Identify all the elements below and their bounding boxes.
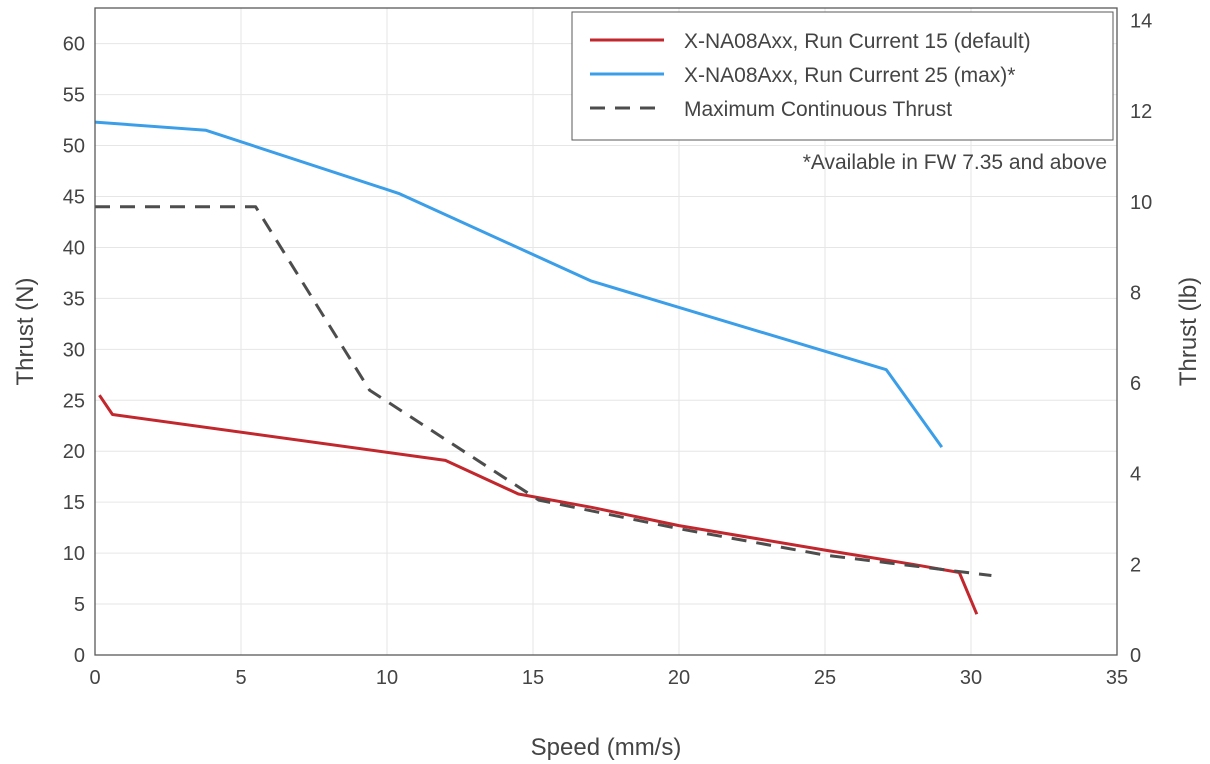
y-tick-label: 60	[63, 34, 85, 56]
legend-label-run-current-25: X-NA08Axx, Run Current 25 (max)*	[684, 64, 1015, 87]
y-right-tick-label: 8	[1130, 282, 1141, 304]
x-axis-title: Speed (mm/s)	[531, 734, 682, 761]
series-line-run-current-25	[94, 120, 944, 448]
y-right-tick-label: 12	[1130, 101, 1152, 123]
y-tick-label: 10	[63, 543, 85, 565]
x-tick-label: 35	[1106, 667, 1128, 689]
plot-frame	[94, 7, 1118, 656]
series-line-run-current-15	[98, 394, 979, 615]
series-line-max-continuous-thrust	[95, 205, 992, 577]
x-axis-ticks: 0 5 10 15 20 25 30 35	[89, 667, 1128, 689]
y-tick-label: 35	[63, 288, 85, 310]
x-tick-label: 10	[376, 667, 398, 689]
x-tick-label: 25	[814, 667, 836, 689]
y-axis-ticks: 0 5 10 15 20 25 30 35 40 45 50 55 60	[63, 34, 85, 667]
y-tick-label: 5	[74, 594, 85, 616]
y-tick-label: 40	[63, 237, 85, 259]
y-tick-label: 45	[63, 186, 85, 208]
y-tick-label: 30	[63, 339, 85, 361]
y-right-tick-label: 2	[1130, 554, 1141, 576]
legend-label-run-current-15: X-NA08Axx, Run Current 15 (default)	[684, 30, 1031, 53]
x-tick-label: 5	[235, 667, 246, 689]
y-tick-label: 25	[63, 390, 85, 412]
legend-label-max-continuous-thrust: Maximum Continuous Thrust	[684, 98, 952, 121]
y-tick-label: 15	[63, 492, 85, 514]
series-lines	[94, 120, 992, 615]
y-axis-title: Thrust (N)	[12, 278, 39, 386]
x-tick-label: 0	[89, 667, 100, 689]
firmware-note: *Available in FW 7.35 and above	[803, 151, 1107, 174]
x-tick-label: 15	[522, 667, 544, 689]
y-tick-label: 0	[74, 645, 85, 667]
y-tick-label: 20	[63, 441, 85, 463]
y-right-tick-label: 6	[1130, 373, 1141, 395]
y-axis-right-ticks: 0 2 4 6 8 10 12 14	[1130, 10, 1152, 667]
y-right-tick-label: 10	[1130, 192, 1152, 214]
y-right-tick-label: 14	[1130, 10, 1152, 32]
y-tick-label: 50	[63, 136, 85, 158]
x-tick-label: 20	[668, 667, 690, 689]
legend-box	[571, 11, 1114, 141]
legend: X-NA08Axx, Run Current 15 (default) X-NA…	[571, 11, 1114, 141]
y-right-tick-label: 4	[1130, 464, 1141, 486]
y-axis-right-title: Thrust (lb)	[1175, 277, 1202, 386]
y-right-tick-label: 0	[1130, 645, 1141, 667]
x-tick-label: 30	[960, 667, 982, 689]
y-tick-label: 55	[63, 85, 85, 107]
